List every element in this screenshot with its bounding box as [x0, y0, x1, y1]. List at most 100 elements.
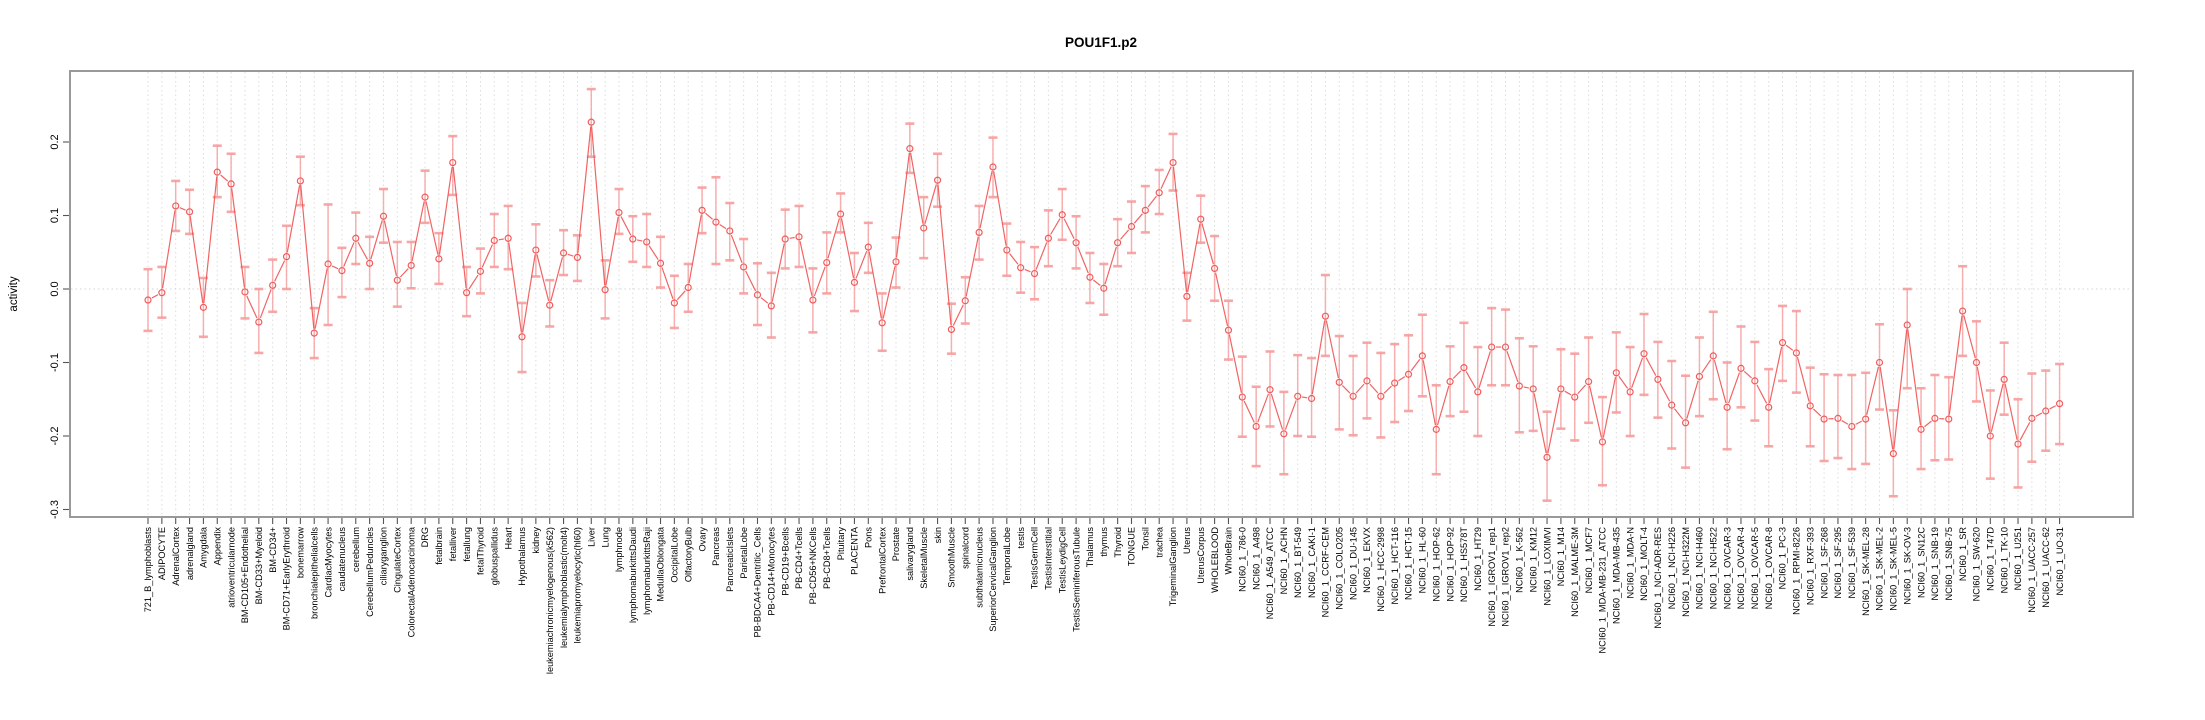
data-point — [1709, 352, 1717, 360]
data-point — [1889, 450, 1897, 458]
data-point — [1460, 364, 1468, 372]
series-segment — [1976, 366, 1991, 432]
series-segment — [840, 218, 855, 279]
data-point — [1959, 307, 1967, 315]
x-tick-label: TestisInterstitial — [1044, 527, 1054, 590]
x-tick-label: kidney — [531, 527, 541, 554]
x-tick-label: NCI60_1_U251 — [2013, 527, 2023, 590]
x-tick-label: ADIPOCYTE — [157, 527, 167, 580]
x-tick-label: NCI60_1_NCI-H322M — [1681, 527, 1691, 617]
data-point — [518, 333, 526, 341]
x-tick-label: NCI60_1_HOP-92 — [1445, 527, 1455, 602]
series-segment — [1631, 357, 1644, 388]
data-point — [1100, 284, 1108, 292]
data-point — [1086, 273, 1094, 281]
x-tick-label: fetalliver — [448, 527, 458, 561]
x-tick-label: spinalcord — [960, 527, 970, 569]
series-segment — [259, 289, 272, 319]
x-tick-label: ColorectalAdenocarcinoma — [406, 526, 416, 637]
x-tick-label: Amygdala — [199, 526, 209, 568]
series-segment — [189, 216, 204, 304]
x-tick-label: 721_B_lymphoblasts — [143, 527, 153, 613]
x-tick-label: NCI60_1_786-0 — [1238, 527, 1248, 592]
data-point — [795, 233, 803, 241]
data-point — [961, 297, 969, 305]
series-segment — [343, 242, 355, 267]
series-segment — [2004, 383, 2018, 440]
series-segment — [789, 236, 795, 239]
x-tick-label: NCI60_1_MCF7 — [1584, 527, 1594, 593]
series-segment — [1172, 166, 1188, 293]
data-point — [573, 253, 582, 261]
data-point — [989, 163, 997, 171]
x-tick-label: skin — [933, 527, 943, 543]
data-point — [1391, 379, 1399, 387]
x-tick-label: Lung — [600, 527, 610, 547]
data-point — [1571, 393, 1579, 401]
series-segment — [1478, 351, 1491, 388]
x-tick-label: NCI60_1_SF-295 — [1833, 527, 1843, 599]
data-point — [767, 302, 775, 310]
series-segment — [688, 214, 702, 284]
data-point — [601, 286, 609, 294]
x-tick-label: NCI60_1_MDA-MB-435 — [1612, 527, 1622, 624]
data-point — [2014, 440, 2022, 448]
series-segment — [1465, 371, 1477, 389]
x-tick-label: bronchialepithelialcells — [309, 527, 319, 619]
data-point — [823, 258, 831, 267]
data-point — [1612, 369, 1620, 377]
data-point — [1543, 453, 1551, 461]
x-tick-label: thymus — [1099, 527, 1109, 557]
x-tick-label: NCI60_1_SF-268 — [1819, 527, 1829, 599]
series-segment — [745, 270, 757, 292]
x-tick-label: NCI60_1_MALME-3M — [1570, 527, 1580, 617]
x-tick-label: ParietalLobe — [739, 527, 749, 579]
data-point — [1529, 385, 1537, 393]
series-segment — [286, 185, 301, 253]
x-tick-label: atrioventricularnode — [226, 527, 236, 608]
series-segment — [1813, 408, 1822, 417]
data-point — [670, 299, 678, 307]
x-tick-label: NCI60_1_HCT-15 — [1404, 527, 1414, 600]
data-point — [310, 329, 318, 337]
x-tick-label: CingulateCortex — [393, 527, 403, 593]
series-segment — [868, 251, 882, 319]
x-tick-label: NCI60_1_OVCAR-3 — [1722, 527, 1732, 609]
series-segment — [799, 240, 813, 296]
y-tick-label: 0.1 — [49, 208, 61, 223]
y-tick-label: -0.3 — [49, 500, 61, 519]
data-point — [213, 168, 221, 176]
data-point — [1986, 432, 1994, 440]
x-tick-label: NCI60_1_UO-31 — [2055, 527, 2065, 595]
series-segment — [1284, 400, 1297, 430]
data-point — [1723, 403, 1731, 411]
x-tick-label: UterusCorpus — [1196, 527, 1206, 584]
data-point — [352, 234, 360, 242]
x-tick-label: adrenalgland — [185, 527, 195, 580]
series-segment — [591, 126, 606, 286]
x-tick-label: lymphnode — [614, 527, 624, 572]
data-point — [1127, 222, 1136, 231]
x-tick-label: NCI60_1_PC-3 — [1778, 527, 1788, 589]
series-segment — [952, 304, 964, 326]
data-point — [504, 234, 512, 242]
x-tick-label: Pituitary — [836, 527, 846, 561]
data-point — [878, 319, 886, 327]
series-segment — [648, 245, 659, 260]
data-point — [324, 260, 332, 268]
series-segment — [1963, 315, 1976, 359]
data-point — [1432, 425, 1440, 433]
data-point — [1848, 422, 1856, 431]
series-segment — [1422, 360, 1437, 426]
data-point — [1211, 264, 1219, 273]
x-tick-label: testis — [1016, 527, 1026, 549]
series-segment — [481, 244, 494, 268]
x-tick-label: Prostate — [891, 527, 901, 561]
series-segment — [1452, 370, 1462, 379]
x-tick-label: NCI60_1_HOP-62 — [1431, 527, 1441, 602]
series-segment — [1547, 393, 1561, 454]
series-segment — [1577, 384, 1587, 395]
x-tick-label: NCI60_1_SK-MEL-2 — [1875, 527, 1885, 611]
x-tick-label: Pancreas — [711, 527, 721, 566]
